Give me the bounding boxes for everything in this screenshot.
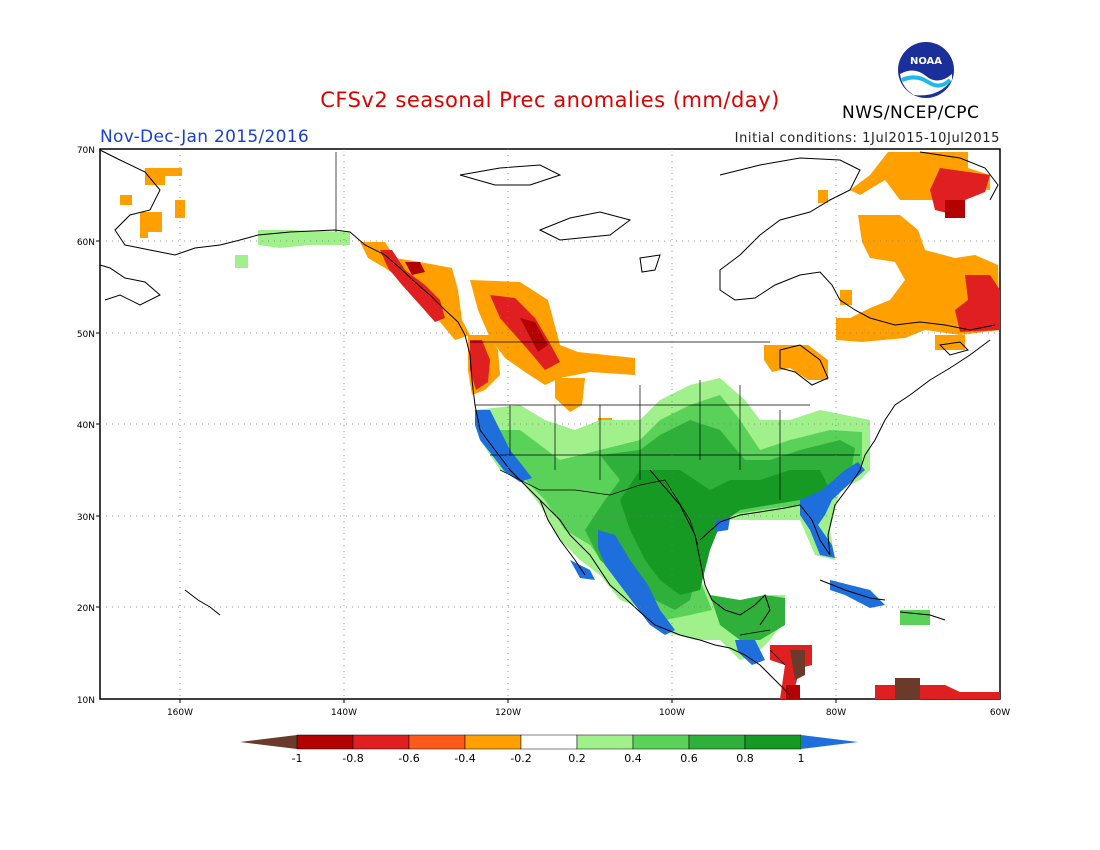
colorbar-label: 0.2: [568, 752, 586, 765]
forecast-period: Nov-Dec-Jan 2015/2016: [100, 127, 309, 147]
colorbar-right-arrow: [801, 735, 858, 749]
colorbar-label: -0.8: [342, 752, 363, 765]
colorbar-label: -0.2: [510, 752, 531, 765]
colorbar-label: -0.4: [454, 752, 475, 765]
colorbar-left-arrow: [240, 735, 297, 749]
colorbar: -1 -0.8 -0.6 -0.4 -0.2 0.2 0.4 0.6 0.8 1: [240, 734, 858, 765]
colorbar-bin: [576, 734, 634, 750]
colorbar-bin: [520, 734, 578, 750]
coastlines: [99, 149, 999, 696]
wet-anomaly-areas: [235, 230, 930, 660]
lon-label-160w: 160W: [167, 708, 193, 718]
lon-label-80w: 80W: [826, 708, 846, 718]
lon-label-60w: 60W: [990, 708, 1010, 718]
colorbar-bin: [464, 734, 522, 750]
lat-label-30n: 30N: [77, 513, 95, 523]
tick-marks: [96, 240, 837, 703]
noaa-logo: NOAA: [898, 42, 954, 98]
colorbar-bin: [744, 734, 802, 750]
borders: [335, 152, 860, 666]
colorbar-bin: [352, 734, 410, 750]
colorbar-label: -1: [292, 752, 303, 765]
lat-label-70n: 70N: [77, 146, 95, 156]
lat-label-20n: 20N: [77, 604, 95, 614]
lon-label-100w: 100W: [659, 708, 685, 718]
colorbar-bin: [632, 734, 690, 750]
lon-label-120w: 120W: [495, 708, 521, 718]
lon-label-140w: 140W: [331, 708, 357, 718]
colorbar-bin: [688, 734, 746, 750]
lat-label-60n: 60N: [77, 238, 95, 248]
colorbar-label: 0.4: [624, 752, 642, 765]
colorbar-label: -0.6: [398, 752, 419, 765]
chart-title: CFSv2 seasonal Prec anomalies (mm/day): [320, 88, 780, 112]
colorbar-label: 0.6: [680, 752, 698, 765]
noaa-logo-text: NOAA: [910, 56, 942, 67]
lat-label-50n: 50N: [77, 330, 95, 340]
lat-label-10n: 10N: [77, 696, 95, 706]
colorbar-label: 0.8: [736, 752, 754, 765]
map-grid: [100, 149, 1000, 699]
lat-label-40n: 40N: [77, 421, 95, 431]
agency-label: NWS/NCEP/CPC: [842, 103, 980, 123]
colorbar-bin: [296, 734, 354, 750]
colorbar-label: 1: [798, 752, 805, 765]
initial-conditions: Initial conditions: 1Jul2015-10Jul2015: [734, 131, 1000, 146]
colorbar-bin: [408, 734, 466, 750]
